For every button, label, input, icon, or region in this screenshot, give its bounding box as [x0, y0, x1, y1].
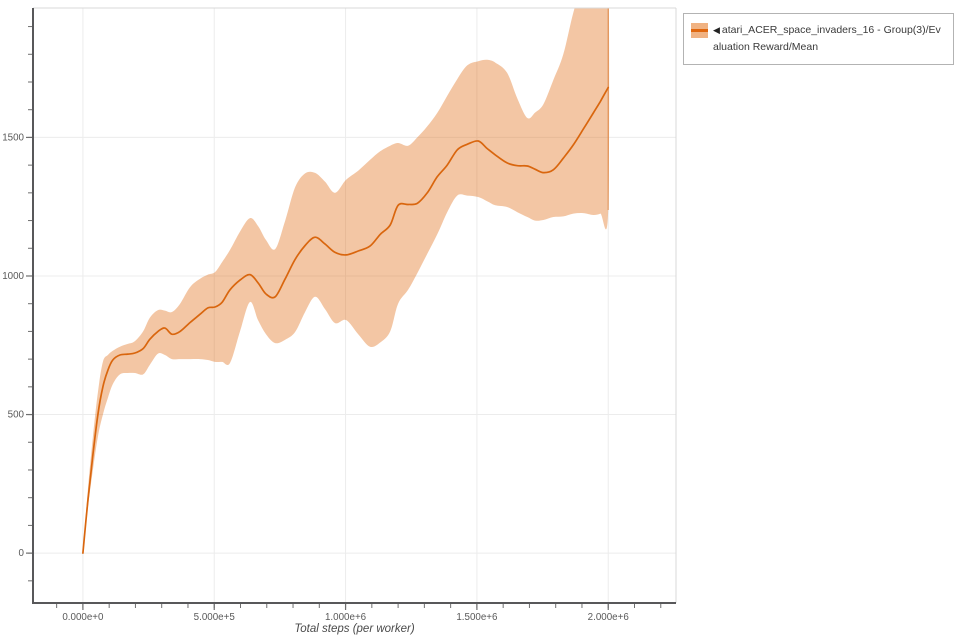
y-tick-label: 0: [19, 548, 25, 559]
x-axis-title: Total steps (per worker): [294, 623, 415, 635]
x-tick-label: 1.000e+6: [325, 612, 367, 623]
axis-tick-labels: 0.000e+0 5.000e+5 1.000e+6 1.500e+6 2.000e+6…: [2, 132, 629, 623]
y-tick-label: 1000: [2, 271, 24, 282]
plot-area[interactable]: [33, 8, 676, 603]
x-tick-label: 2.000e+6: [588, 612, 630, 623]
y-tick-label: 1500: [2, 132, 24, 143]
x-tick-label: 0.000e+0: [62, 612, 104, 623]
x-tick-label: 1.500e+6: [456, 612, 498, 623]
legend-series-line-icon: [691, 29, 708, 32]
legend: ◀ atari_ACER_space_invaders_16 - Group(3)…: [683, 13, 954, 65]
confidence-band: [82, 8, 610, 554]
legend-series-swatch-icon: [691, 23, 708, 38]
gridlines: [33, 8, 676, 603]
mean-line: [82, 86, 610, 554]
x-tick-label: 5.000e+5: [194, 612, 236, 623]
legend-label: ◀ atari_ACER_space_invaders_16 - Group(3)…: [708, 22, 945, 56]
legend-item[interactable]: ◀ atari_ACER_space_invaders_16 - Group(3)…: [691, 22, 945, 56]
axis-ticks: [26, 26, 662, 610]
legend-series-name: atari_ACER_space_invaders_16 - Group(3)/…: [713, 24, 941, 53]
y-tick-label: 500: [8, 410, 25, 421]
collapse-triangle-icon: ◀: [713, 25, 720, 35]
